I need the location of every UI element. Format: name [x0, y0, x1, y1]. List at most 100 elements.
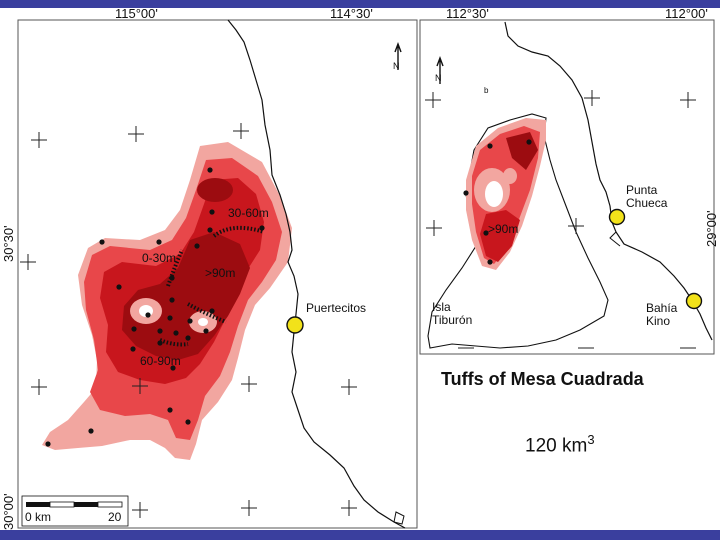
coord-112-00: 112°00': [665, 6, 708, 21]
right-north-arrow-icon: [436, 56, 444, 84]
sample-point: [156, 239, 162, 245]
sample-point: [169, 297, 175, 303]
scale-bar-segment: [97, 501, 123, 508]
right-zone-hole-core: [485, 181, 503, 207]
sample-point: [130, 346, 136, 352]
caption-volume-value: 120 km: [525, 435, 588, 457]
left-coastline: [227, 19, 406, 529]
place-bahia-kino: Bahía Kino: [646, 302, 677, 328]
zone-hole-2-core: [198, 318, 208, 326]
place-isla-tiburon: Isla Tiburón: [432, 301, 472, 327]
sample-point: [185, 419, 191, 425]
graticule-cross: [31, 132, 47, 148]
zone-90m-plus: [122, 232, 250, 360]
scale-bar-segment: [74, 502, 98, 507]
sample-point: [487, 143, 493, 149]
left-sample-points: [45, 167, 265, 447]
coord-112-30: 112°30': [446, 6, 489, 21]
sample-point: [203, 328, 209, 334]
left-isopach-zones: [42, 142, 292, 460]
scale-bar-end-label: 20: [108, 510, 122, 524]
graticule-cross: [568, 218, 584, 234]
town-puertecitos: Puertecitos: [306, 301, 367, 315]
boundary-90m: [187, 302, 227, 324]
sample-point: [259, 225, 265, 231]
left-coast-islet: [393, 511, 405, 525]
graticule-cross: [680, 92, 696, 108]
sample-point: [167, 315, 173, 321]
left-north-arrow-icon: [394, 42, 402, 70]
graticule-cross: [20, 254, 36, 270]
scale-bar: [21, 495, 129, 527]
boundary-60-90m: [159, 338, 189, 347]
sample-point: [116, 284, 122, 290]
scale-bar-segment: [26, 502, 50, 507]
caption-volume: 120 km3: [525, 432, 595, 457]
sample-point: [463, 190, 469, 196]
puertecitos-marker: [286, 316, 304, 334]
coord-30-00: 30°00': [1, 493, 16, 530]
sample-point: [487, 259, 493, 265]
boundary-30-60m: [212, 225, 265, 238]
graticule-cross: [233, 123, 249, 139]
right-graticule: [425, 90, 696, 349]
bahia-kino-marker: [685, 292, 703, 310]
right-zone-high: [480, 210, 520, 262]
island-tag: b: [484, 86, 489, 95]
right-map: [419, 19, 715, 355]
graticule-cross: [426, 220, 442, 236]
scale-bar-box: [21, 495, 129, 527]
sample-point: [157, 328, 163, 334]
graticule-cross: [680, 347, 696, 349]
graticule-cross: [458, 347, 474, 349]
graticule-cross: [341, 379, 357, 395]
sample-point: [167, 407, 173, 413]
graticule-cross: [241, 376, 257, 392]
sample-point: [173, 330, 179, 336]
sample-point: [88, 428, 94, 434]
left-map: [17, 19, 418, 529]
right-zone-hole-2: [503, 168, 517, 184]
zone-inner-patch: [197, 178, 233, 202]
sample-point: [185, 335, 191, 341]
graticule-cross: [578, 347, 594, 349]
sample-point: [209, 209, 215, 215]
graticule-cross: [31, 379, 47, 395]
boundary-0-30m: [166, 249, 184, 287]
sample-point: [145, 312, 151, 318]
right-coast-detail: [609, 231, 621, 247]
sample-point: [99, 239, 105, 245]
top-band: [0, 0, 720, 8]
place-isla-tiburon-line2: Tiburón: [432, 313, 473, 327]
caption-title: Tuffs of Mesa Cuadrada: [441, 369, 644, 389]
right-sample-points: [463, 139, 532, 265]
graticule-cross: [241, 500, 257, 516]
sample-point: [169, 275, 175, 281]
right-north-label: N: [435, 73, 442, 83]
sample-point: [157, 340, 163, 346]
zone-label-0-30m: 0-30m: [142, 251, 177, 265]
sample-point: [207, 227, 213, 233]
graticule-cross: [132, 502, 148, 518]
place-punta-chueca-line2: Chueca: [626, 196, 668, 210]
punta-chueca-marker: [608, 208, 626, 226]
caption-volume-power: 3: [587, 432, 595, 447]
scale-bar-start-label: 0 km: [25, 510, 52, 524]
zone-label-90m: >90m: [205, 266, 236, 280]
right-coastline: [504, 21, 713, 341]
left-zone-boundaries: [159, 225, 265, 347]
right-zone-label-90m: >90m: [488, 222, 519, 236]
sample-point: [187, 318, 193, 324]
sample-point: [194, 243, 200, 249]
place-isla-tiburon-line1: Isla: [432, 300, 451, 314]
zone-label-60-90m: 60-90m: [140, 354, 181, 368]
graticule-cross: [128, 126, 144, 142]
place-punta-chueca: Punta Chueca: [626, 184, 667, 210]
sample-point: [483, 230, 489, 236]
sample-point: [207, 167, 213, 173]
coord-114-30: 114°30': [330, 6, 373, 21]
scale-bar-segment: [49, 501, 75, 508]
graticule-cross: [341, 500, 357, 516]
coord-115-00: 115°00': [115, 6, 158, 21]
